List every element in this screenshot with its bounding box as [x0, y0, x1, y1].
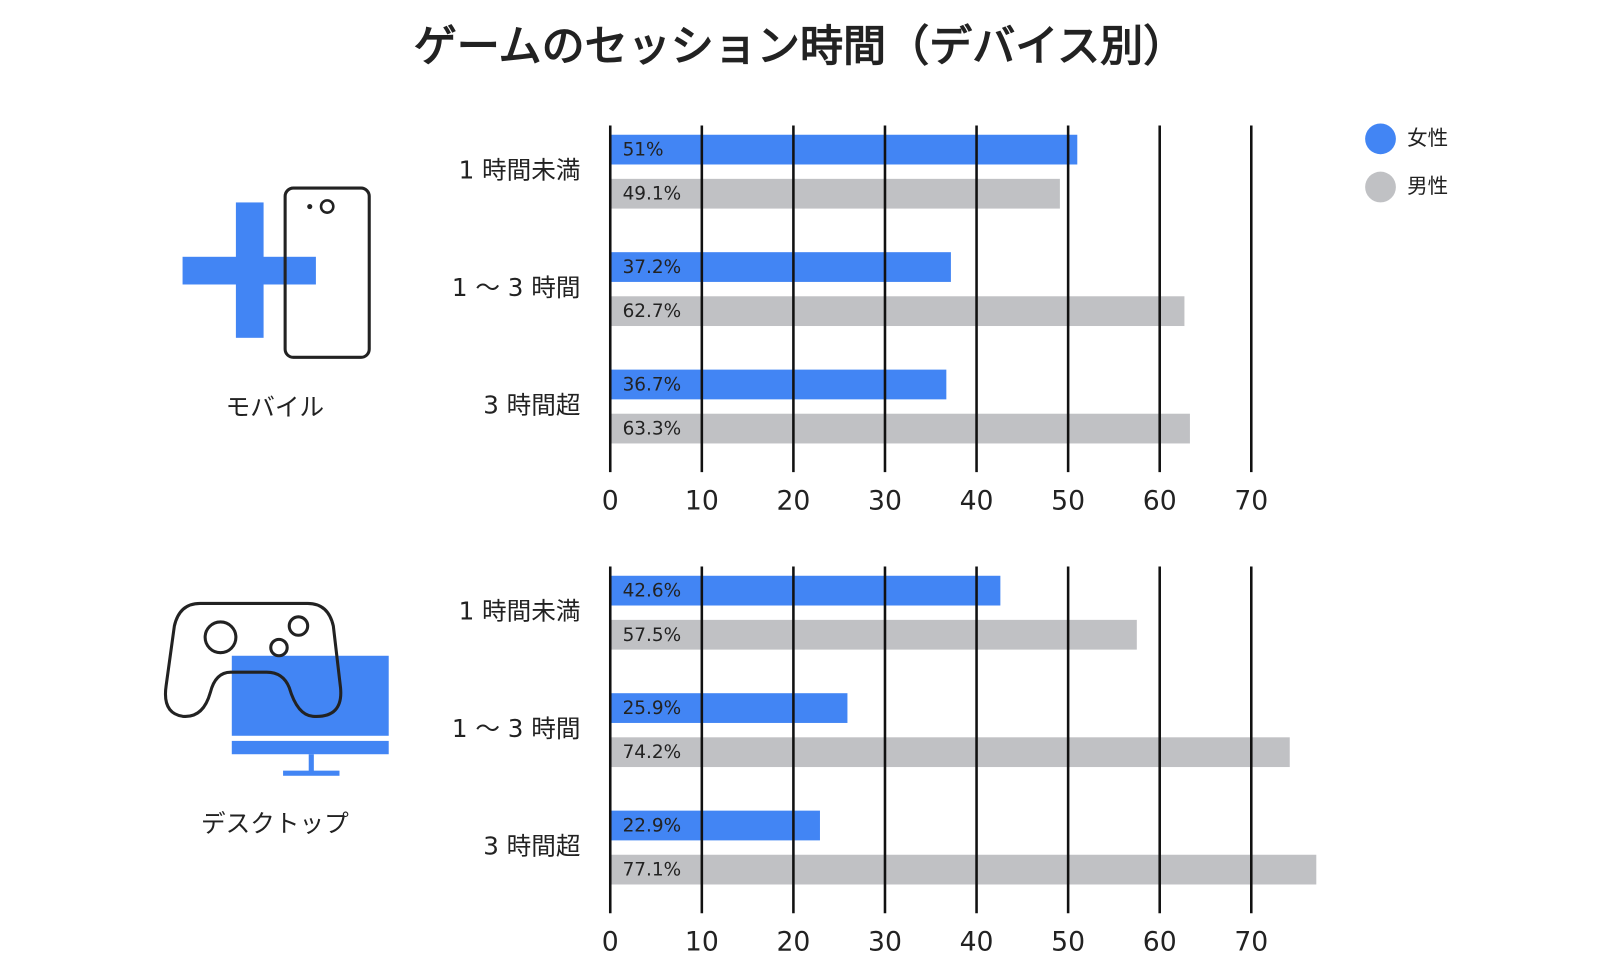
x-tick-label: 60	[1143, 926, 1177, 957]
bar	[610, 413, 1190, 444]
legend-marker	[1365, 171, 1396, 203]
bar	[610, 178, 1060, 209]
x-tick-label: 50	[1051, 926, 1085, 957]
category-label: 1 時間未満	[459, 156, 581, 185]
category-label: 1 時間未満	[459, 597, 581, 626]
bar	[610, 619, 1137, 650]
value-label: 51%	[623, 140, 664, 161]
legend-marker	[1365, 123, 1396, 155]
bar	[610, 810, 820, 841]
legend-label: 男性	[1407, 174, 1448, 198]
mobile-icon	[182, 186, 371, 359]
value-label: 37.2%	[623, 257, 682, 278]
value-label: 57.5%	[623, 625, 682, 646]
device-label: モバイル	[226, 393, 324, 422]
value-label: 25.9%	[623, 698, 682, 719]
title: ゲームのセッション時間（デバイス別）	[414, 22, 1187, 72]
device-label: デスクトップ	[201, 809, 349, 838]
x-tick-label: 50	[1051, 485, 1085, 516]
x-tick-label: 30	[868, 926, 902, 957]
bar	[610, 369, 947, 400]
x-tick-label: 0	[602, 926, 619, 957]
category-label: 3 時間超	[483, 832, 580, 861]
bar	[610, 134, 1078, 165]
value-label: 74.2%	[623, 742, 682, 763]
x-tick-label: 40	[960, 485, 994, 516]
value-label: 22.9%	[623, 816, 682, 837]
bar	[610, 296, 1185, 327]
bar	[610, 575, 1001, 606]
desktop-icon	[163, 601, 389, 776]
category-label: 1 〜 3 時間	[452, 714, 581, 743]
x-tick-label: 20	[776, 485, 810, 516]
x-tick-label: 40	[960, 926, 994, 957]
x-tick-label: 20	[776, 926, 810, 957]
value-label: 63.3%	[623, 419, 682, 440]
bar	[610, 854, 1317, 885]
bar	[610, 737, 1290, 768]
x-tick-label: 60	[1143, 485, 1177, 516]
x-tick-label: 0	[602, 485, 619, 516]
legend-label: 女性	[1407, 126, 1448, 150]
bar	[610, 693, 848, 723]
value-label: 77.1%	[623, 860, 682, 881]
x-tick-label: 30	[868, 485, 902, 516]
category-label: 3 時間超	[483, 391, 580, 420]
x-tick-label: 10	[685, 926, 719, 957]
x-tick-label: 70	[1234, 926, 1268, 957]
value-label: 42.6%	[623, 581, 682, 602]
value-label: 36.7%	[623, 375, 682, 396]
value-label: 62.7%	[623, 301, 682, 322]
category-label: 1 〜 3 時間	[452, 273, 581, 302]
bar	[610, 252, 951, 282]
value-label: 49.1%	[623, 184, 682, 205]
x-tick-label: 10	[685, 485, 719, 516]
x-tick-label: 70	[1234, 485, 1268, 516]
